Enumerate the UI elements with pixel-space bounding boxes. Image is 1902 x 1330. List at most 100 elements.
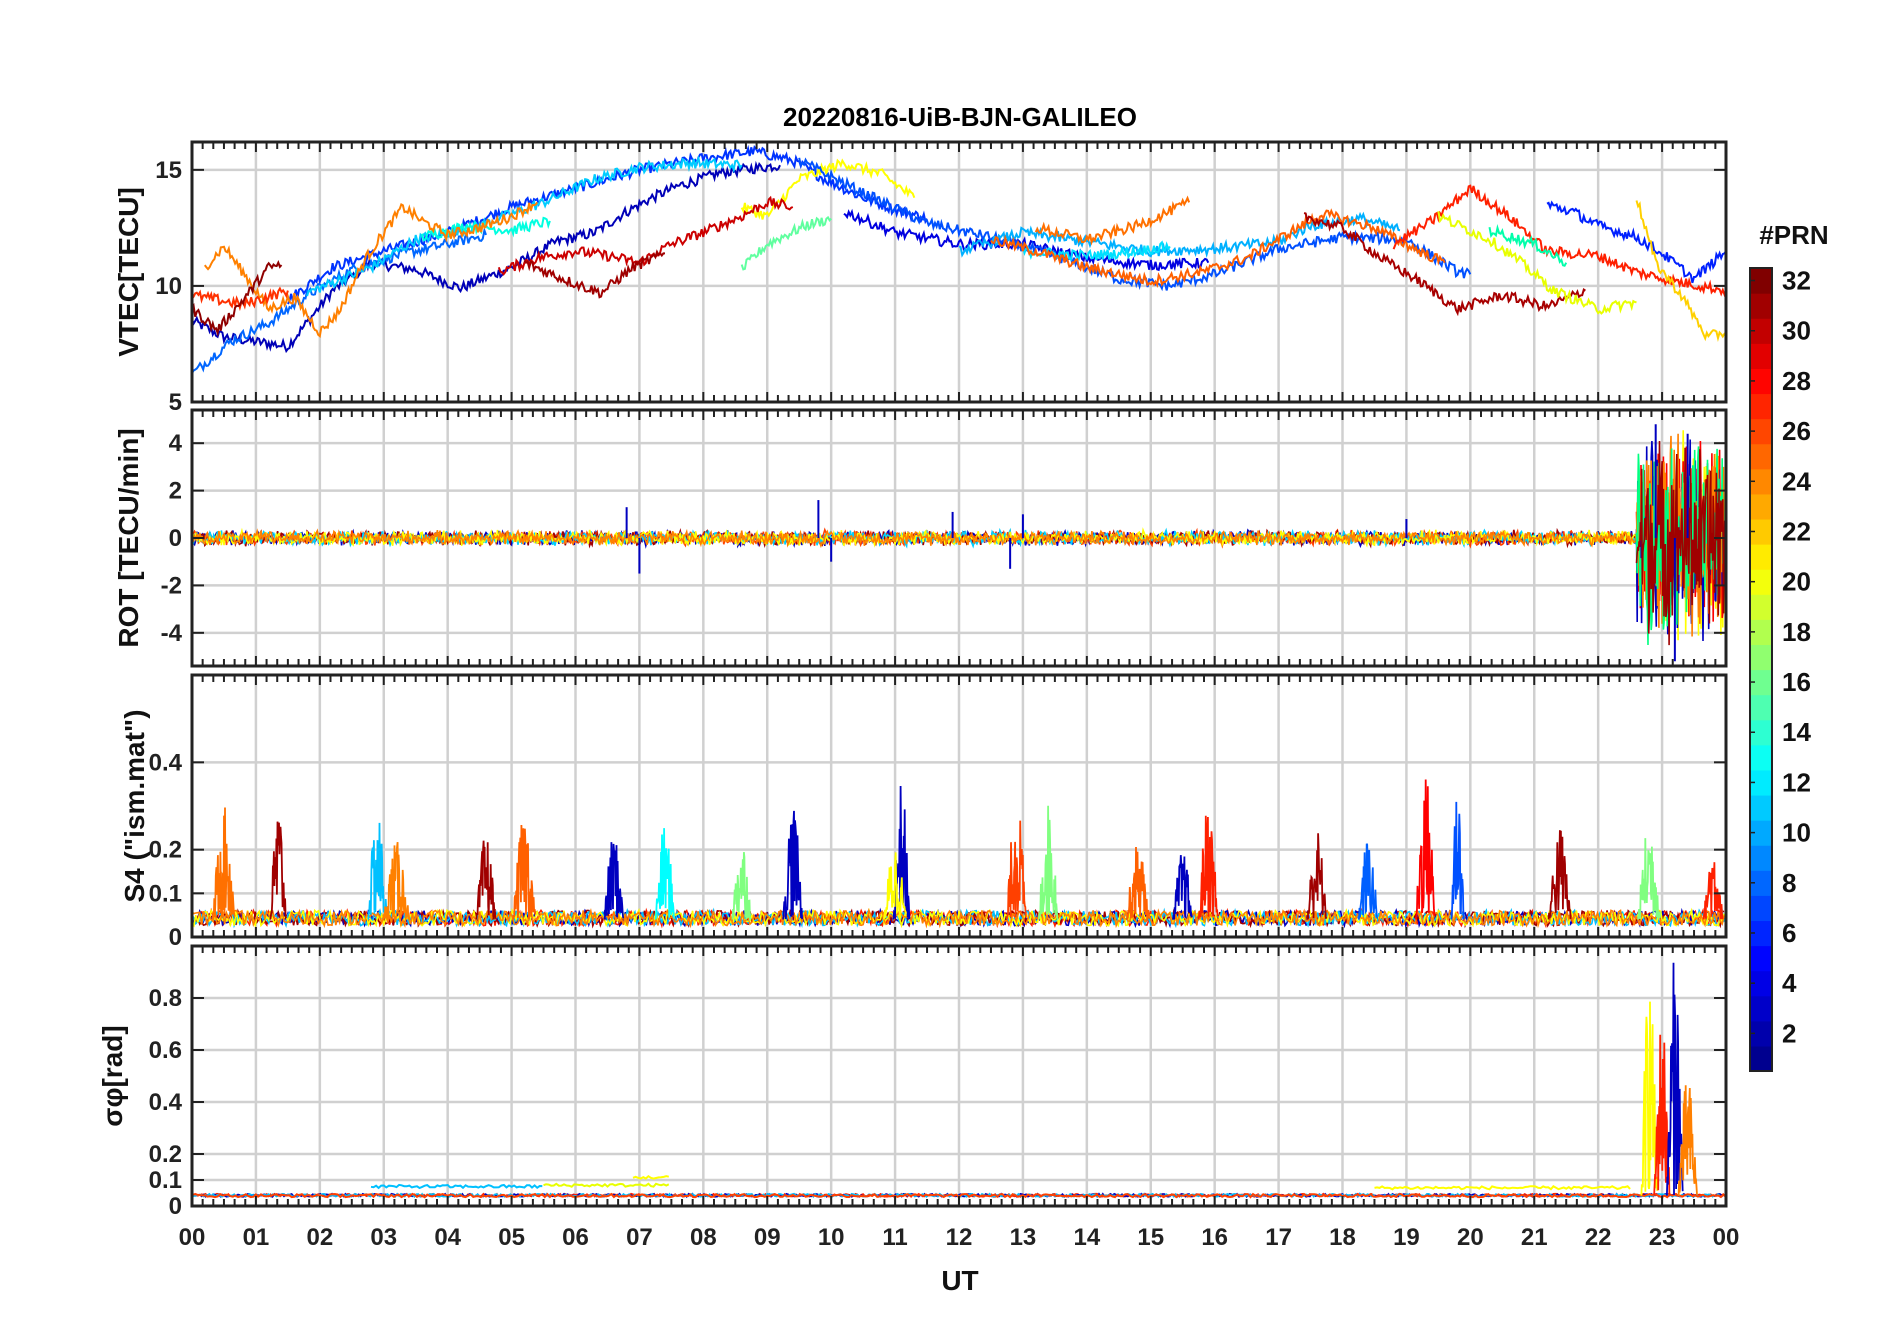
burst-trace [1197,815,1219,920]
colorbar-segment [1750,870,1772,896]
colorbar-tick-label: 6 [1782,918,1796,948]
series-line-prn-7 [192,226,487,374]
rot-trace [192,528,1638,549]
colorbar-segment [1750,368,1772,395]
panel-data-s4 [192,779,1725,929]
x-tick-label: 03 [370,1224,397,1251]
y-tick-label: 0 [169,924,182,951]
series-line-prn-2 [192,160,781,354]
colorbar-segment [1750,268,1772,294]
low-track [370,1183,543,1190]
colorbar-tick-label: 14 [1782,717,1811,747]
y-tick-label: 0 [169,525,182,552]
x-tick-label: 12 [946,1224,973,1251]
low-track [632,1174,669,1180]
colorbar-segment [1750,794,1772,821]
colorbar-segment [1750,343,1772,369]
series-line-prn-25 [1034,195,1191,246]
colorbar-segment [1750,845,1772,871]
colorbar-tick-label: 12 [1782,767,1811,797]
colorbar-segment [1750,719,1772,746]
series-line-prn-4 [1546,200,1726,284]
x-tick-label: 17 [1265,1224,1292,1251]
y-tick-label: 10 [155,273,182,300]
y-axis-title: ROT [TECU/min] [113,428,144,647]
panel-data-vtec [192,144,1726,374]
rot-trace [1635,440,1726,646]
y-tick-label: 15 [155,157,182,184]
y-tick-label: -2 [161,572,182,599]
panel-data-rot [192,424,1726,662]
colorbar-segment [1750,694,1772,721]
panel-frame [190,673,1728,939]
colorbar-tick-label: 24 [1782,466,1811,496]
x-tick-label: 18 [1329,1224,1356,1251]
colorbar-segment [1750,493,1772,520]
series-line-prn-14 [1488,223,1568,267]
rot-trace [192,527,1638,548]
burst-trace [883,852,907,920]
colorbar-segment [1750,594,1772,620]
colorbar-tick-label: 20 [1782,567,1811,597]
low-track [543,1182,670,1188]
burst-trace [603,842,625,920]
series-line-prn-26 [192,286,289,312]
y-tick-label: 0.6 [149,1037,182,1064]
x-tick-label: 02 [306,1224,333,1251]
burst-trace [1125,846,1150,923]
x-tick-label: 21 [1521,1224,1548,1251]
burst-trace [1006,820,1027,920]
colorbar-segment [1750,518,1772,545]
x-tick-label: 13 [1010,1224,1037,1251]
colorbar-tick-label: 26 [1782,416,1811,446]
burst-trace [1666,962,1684,1196]
panel-vtec: 5 10 15 VTEC[TECU] [113,140,1728,416]
y-axis-title: S4 ("ism.mat") [119,709,150,902]
colorbar-segment [1750,744,1772,771]
burst-trace [1640,1001,1659,1196]
y-tick-label: 0.8 [149,985,182,1012]
colorbar-segment [1750,1045,1772,1072]
x-tick-label: 09 [754,1224,781,1251]
chart-title: 20220816-UiB-BJN-GALILEO [783,102,1137,132]
x-tick-label: 07 [626,1224,653,1251]
x-tick-label: 22 [1585,1224,1612,1251]
colorbar-segment [1750,895,1772,922]
x-tick-label: 15 [1137,1224,1164,1251]
burst-trace [1172,855,1193,920]
colorbar-segment [1750,970,1772,997]
series-line-prn-29 [497,195,794,276]
base-trace [192,907,1725,929]
x-tick-label: 04 [434,1224,461,1251]
y-tick-label: 2 [169,478,182,505]
colorbar-segment [1750,418,1772,445]
y-tick-label: 0.1 [149,1167,182,1194]
series-line-prn-23 [990,208,1446,288]
burst-trace [1677,1085,1698,1197]
x-axis: 00 01 02 03 04 05 06 07 08 09 10 11 12 13 14 15 16 17 18 19… [179,1224,1740,1251]
colorbar-segment [1750,945,1772,972]
burst-trace [211,807,236,920]
series-line-prn-10 [958,211,1401,259]
series-line-prn-12 [1021,240,1171,262]
panel-frame [190,140,1728,404]
burst-trace [367,822,388,921]
colorbar-segment [1750,995,1772,1022]
colorbar-segment [1750,293,1772,319]
colorbar-tick-label: 28 [1782,366,1811,396]
y-tick-label: 0.4 [149,1089,183,1116]
colorbar-segment [1750,468,1772,495]
burst-trace [512,824,537,920]
series-line-prn-21 [1635,200,1726,343]
burst-trace [731,852,752,923]
colorbar-segment [1750,544,1772,570]
series-line-prn-24 [203,201,539,338]
burst-trace [654,828,676,920]
colorbar-tick-label: 2 [1782,1018,1796,1048]
panel-frame [190,944,1728,1208]
y-tick-label: 0 [169,1193,182,1220]
burst-trace [1038,805,1059,922]
